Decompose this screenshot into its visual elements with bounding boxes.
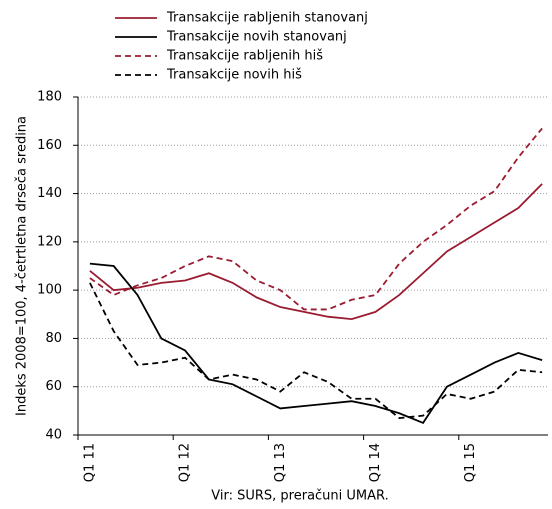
- series-line: [89, 183, 543, 321]
- y-tick-label: 100: [37, 283, 62, 298]
- x-tick-label: Q1 13: [273, 443, 288, 482]
- x-tick-label: Q1 15: [463, 443, 478, 482]
- legend-label: Transakcije rabljenih stanovanj: [166, 11, 368, 26]
- y-tick-label: 160: [37, 138, 62, 153]
- y-tick-label: 120: [37, 234, 62, 249]
- source-note: Vir: SURS, preračuni UMAR.: [211, 489, 388, 504]
- y-tick-label: 60: [45, 379, 62, 394]
- series-line: [89, 262, 543, 425]
- series-line: [89, 282, 543, 420]
- legend-label: Transakcije rabljenih hiš: [166, 49, 323, 64]
- legend-label: Transakcije novih hiš: [166, 68, 302, 83]
- y-tick-label: 80: [45, 331, 62, 346]
- y-axis-label: Indeks 2008=100, 4-četrtletna drseča sre…: [15, 116, 30, 416]
- x-tick-label: Q1 11: [82, 443, 97, 482]
- x-tick-label: Q1 12: [178, 443, 193, 482]
- y-tick-label: 140: [37, 186, 62, 201]
- y-tick-label: 40: [45, 428, 62, 443]
- x-tick-label: Q1 14: [368, 443, 383, 482]
- series-line: [89, 127, 543, 311]
- y-tick-label: 180: [37, 90, 62, 105]
- legend-label: Transakcije novih stanovanj: [166, 30, 347, 45]
